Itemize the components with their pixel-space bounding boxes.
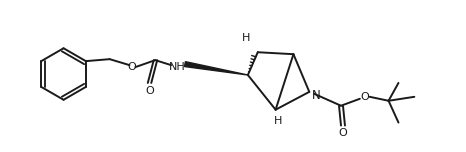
Text: O: O: [339, 128, 347, 138]
Text: H: H: [274, 116, 282, 126]
Text: O: O: [360, 92, 369, 102]
Text: NH: NH: [169, 62, 185, 72]
Text: O: O: [127, 62, 136, 72]
Text: N: N: [312, 89, 321, 102]
Text: H: H: [242, 33, 250, 43]
Text: O: O: [145, 86, 154, 96]
Polygon shape: [185, 62, 248, 75]
